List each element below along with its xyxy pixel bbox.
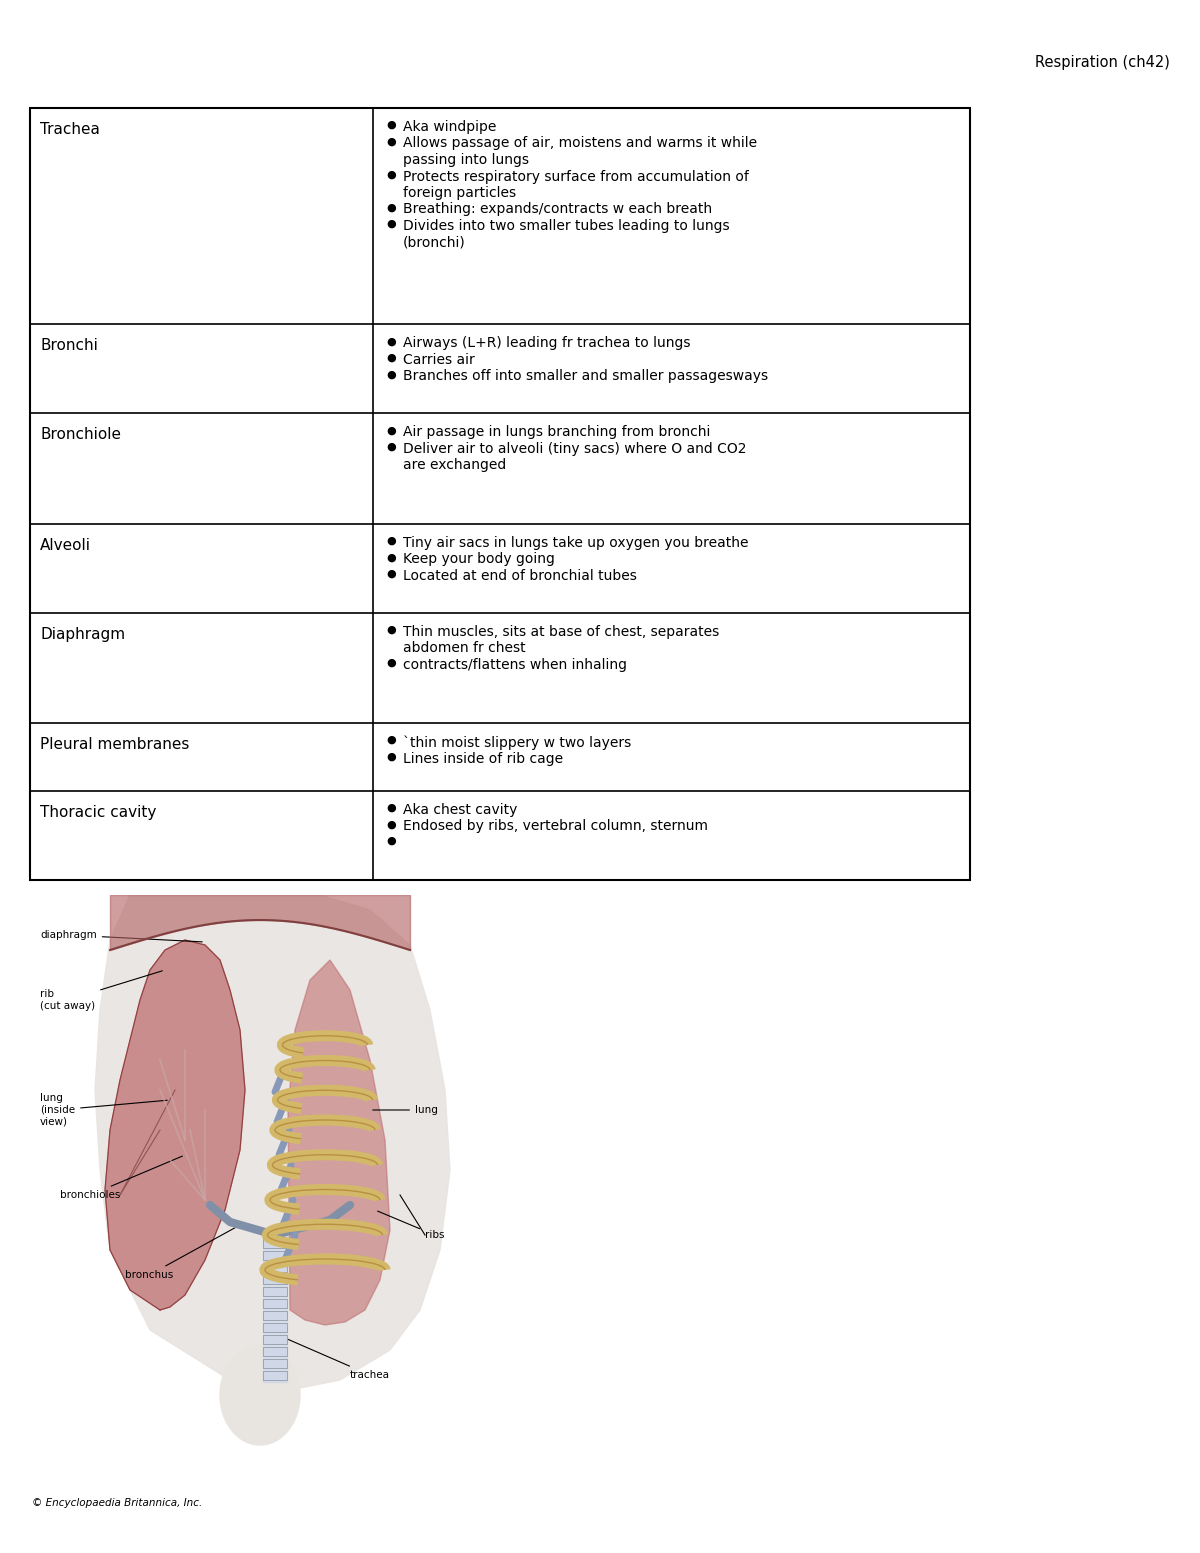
Text: ●: ● <box>386 658 396 668</box>
Text: Allows passage of air, moistens and warms it while: Allows passage of air, moistens and warm… <box>403 137 757 151</box>
Text: ●: ● <box>386 337 396 346</box>
Text: ●: ● <box>386 426 396 435</box>
Bar <box>263 1371 287 1381</box>
Text: ●: ● <box>386 353 396 363</box>
Bar <box>263 1275 287 1284</box>
Text: Located at end of bronchial tubes: Located at end of bronchial tubes <box>403 568 637 582</box>
Text: © Encyclopaedia Britannica, Inc.: © Encyclopaedia Britannica, Inc. <box>32 1499 203 1508</box>
Text: ●: ● <box>386 219 396 228</box>
Text: Alveoli: Alveoli <box>40 537 91 553</box>
Text: ●: ● <box>386 137 396 146</box>
Text: passing into lungs: passing into lungs <box>403 154 529 168</box>
Bar <box>263 1311 287 1320</box>
Text: bronchioles: bronchioles <box>60 1155 182 1200</box>
Bar <box>263 1287 287 1297</box>
Bar <box>263 1263 287 1272</box>
Text: ●: ● <box>386 169 396 180</box>
Polygon shape <box>95 895 450 1390</box>
Text: ●: ● <box>386 624 396 635</box>
Text: ●: ● <box>386 735 396 745</box>
Text: Endosed by ribs, vertebral column, sternum: Endosed by ribs, vertebral column, stern… <box>403 820 708 834</box>
Text: Branches off into smaller and smaller passagesways: Branches off into smaller and smaller pa… <box>403 370 768 384</box>
Text: contracts/flattens when inhaling: contracts/flattens when inhaling <box>403 658 628 672</box>
Bar <box>263 1323 287 1332</box>
Text: Divides into two smaller tubes leading to lungs: Divides into two smaller tubes leading t… <box>403 219 730 233</box>
Text: Keep your body going: Keep your body going <box>403 553 554 567</box>
Text: `thin moist slippery w two layers: `thin moist slippery w two layers <box>403 735 631 750</box>
Polygon shape <box>106 940 245 1311</box>
Text: Trachea: Trachea <box>40 123 100 137</box>
Text: (bronchi): (bronchi) <box>403 236 466 250</box>
Text: Bronchiole: Bronchiole <box>40 427 121 443</box>
Text: Aka windpipe: Aka windpipe <box>403 120 497 134</box>
Text: are exchanged: are exchanged <box>403 458 506 472</box>
Bar <box>263 1252 287 1259</box>
Text: ●: ● <box>386 836 396 846</box>
Text: Thoracic cavity: Thoracic cavity <box>40 804 156 820</box>
Text: ●: ● <box>386 820 396 829</box>
Text: Aka chest cavity: Aka chest cavity <box>403 803 517 817</box>
Polygon shape <box>288 960 390 1325</box>
Bar <box>263 1239 287 1249</box>
Text: ribs: ribs <box>378 1211 444 1239</box>
Text: Air passage in lungs branching from bronchi: Air passage in lungs branching from bron… <box>403 426 710 439</box>
Text: abdomen fr chest: abdomen fr chest <box>403 641 526 655</box>
Text: rib
(cut away): rib (cut away) <box>40 971 162 1011</box>
Text: ●: ● <box>386 443 396 452</box>
Text: diaphragm: diaphragm <box>40 930 203 941</box>
Text: lung
(inside
view): lung (inside view) <box>40 1093 167 1126</box>
Text: Thin muscles, sits at base of chest, separates: Thin muscles, sits at base of chest, sep… <box>403 624 719 638</box>
Text: lung: lung <box>373 1106 438 1115</box>
Text: Respiration (ch42): Respiration (ch42) <box>1036 54 1170 70</box>
Bar <box>263 1298 287 1308</box>
Text: Tiny air sacs in lungs take up oxygen you breathe: Tiny air sacs in lungs take up oxygen yo… <box>403 536 749 550</box>
Text: Airways (L+R) leading fr trachea to lungs: Airways (L+R) leading fr trachea to lung… <box>403 337 691 351</box>
Text: Breathing: expands/contracts w each breath: Breathing: expands/contracts w each brea… <box>403 202 713 216</box>
Text: ●: ● <box>386 752 396 761</box>
Ellipse shape <box>220 1345 300 1444</box>
Text: bronchus: bronchus <box>125 1227 238 1280</box>
Bar <box>30 109 970 881</box>
Text: Protects respiratory surface from accumulation of: Protects respiratory surface from accumu… <box>403 169 749 183</box>
Text: ●: ● <box>386 120 396 130</box>
Text: trachea: trachea <box>281 1336 390 1381</box>
Text: Bronchi: Bronchi <box>40 339 98 354</box>
Text: ●: ● <box>386 553 396 562</box>
Bar <box>263 1346 287 1356</box>
Text: Pleural membranes: Pleural membranes <box>40 738 190 752</box>
Text: Deliver air to alveoli (tiny sacs) where O and CO2: Deliver air to alveoli (tiny sacs) where… <box>403 443 746 457</box>
Text: ●: ● <box>386 202 396 213</box>
Text: Lines inside of rib cage: Lines inside of rib cage <box>403 752 563 766</box>
Text: ●: ● <box>386 536 396 545</box>
Text: foreign particles: foreign particles <box>403 186 516 200</box>
Text: Diaphragm: Diaphragm <box>40 627 125 641</box>
Text: ●: ● <box>386 568 396 579</box>
Text: Carries air: Carries air <box>403 353 475 367</box>
Bar <box>263 1359 287 1368</box>
Text: ●: ● <box>386 803 396 812</box>
Text: ●: ● <box>386 370 396 379</box>
Bar <box>263 1336 287 1343</box>
